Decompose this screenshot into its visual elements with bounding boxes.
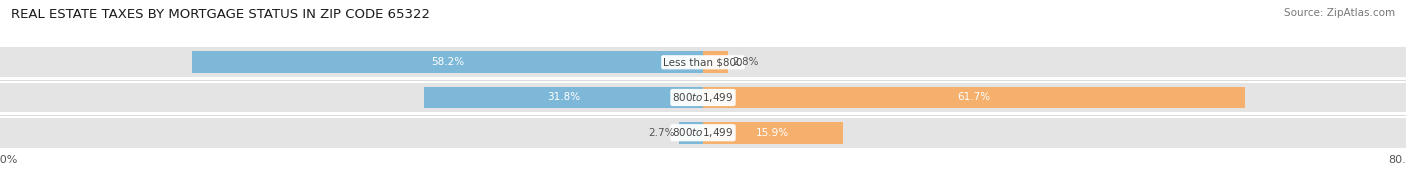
Bar <box>703 51 728 73</box>
Text: $800 to $1,499: $800 to $1,499 <box>672 126 734 139</box>
Text: Source: ZipAtlas.com: Source: ZipAtlas.com <box>1284 8 1395 18</box>
Bar <box>0 82 1406 113</box>
Bar <box>703 87 1246 108</box>
Text: Less than $800: Less than $800 <box>664 57 742 67</box>
Text: 2.7%: 2.7% <box>648 128 675 138</box>
Bar <box>703 122 842 144</box>
Bar <box>0 118 1406 148</box>
Text: 15.9%: 15.9% <box>756 128 789 138</box>
Text: $800 to $1,499: $800 to $1,499 <box>672 91 734 104</box>
Text: 31.8%: 31.8% <box>547 92 579 103</box>
Text: REAL ESTATE TAXES BY MORTGAGE STATUS IN ZIP CODE 65322: REAL ESTATE TAXES BY MORTGAGE STATUS IN … <box>11 8 430 21</box>
Text: 2.8%: 2.8% <box>733 57 758 67</box>
Bar <box>0 47 1406 77</box>
Text: 61.7%: 61.7% <box>957 92 991 103</box>
Bar <box>423 87 703 108</box>
Text: 58.2%: 58.2% <box>430 57 464 67</box>
Bar <box>191 51 703 73</box>
Bar <box>679 122 703 144</box>
